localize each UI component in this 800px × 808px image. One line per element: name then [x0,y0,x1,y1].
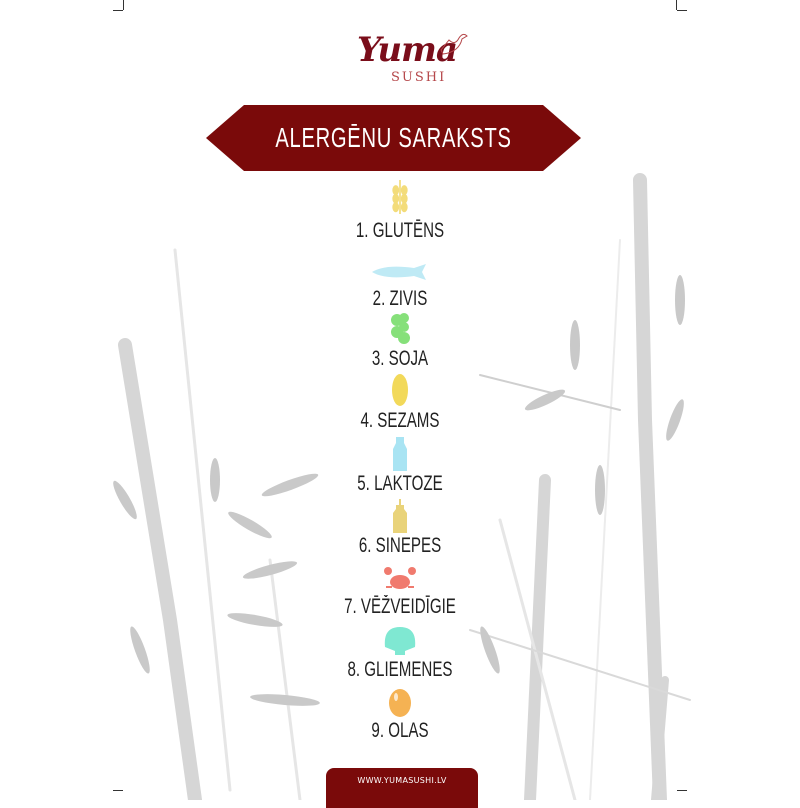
logo-subtitle: SUSHI [391,70,447,85]
allergen-item: 5. LAKTOZE [300,437,500,495]
website-link[interactable]: WWW.YUMASUSHI.LV [357,776,447,785]
allergen-label: 2. ZIVIS [372,287,428,310]
allergen-item: 3. SOJA [300,312,500,370]
crop-mark [676,0,677,10]
allergen-label: 5. LAKTOZE [357,472,443,495]
wheat-icon [392,180,408,214]
crab-icon [384,567,416,589]
crop-mark [113,10,123,11]
bird-icon [440,33,468,55]
soybean-icon [391,313,410,344]
footer-bar: WWW.YUMASUSHI.LV [326,768,478,808]
crop-mark [113,790,123,791]
allergen-item: 2. ZIVIS [300,262,500,310]
allergen-label: 9. OLAS [371,719,429,742]
crop-mark [677,790,687,791]
allergen-label: 6. SINEPES [358,534,442,557]
fish-icon [372,264,426,280]
allergen-item: 7. VĒŽVEIDĪGIE [300,566,500,618]
allergen-item: 4. SEZAMS [300,373,500,432]
milk-bottle-icon [393,437,407,471]
egg-icon [389,689,411,717]
allergen-label: 8. GLIEMENES [347,658,453,681]
allergen-label: 7. VĒŽVEIDĪGIE [344,595,456,618]
shell-icon [384,627,416,655]
page-title: ALERGĒNU SARAKSTS [275,122,512,153]
banner-shape [206,105,581,171]
allergen-item: 8. GLIEMENES [300,625,500,681]
allergen-label: 3. SOJA [371,347,429,370]
crop-mark [677,10,687,11]
crop-mark [123,0,124,10]
yuma-sushi-logo: Yuma SUSHI [355,30,475,90]
allergen-item: 9. OLAS [300,686,500,742]
allergen-label: 4. SEZAMS [360,409,440,432]
title-banner: ALERGĒNU SARAKSTS [206,105,581,171]
corn-icon [392,374,408,406]
allergen-label: 1. GLUTĒNS [355,219,445,242]
allergen-item: 1. GLUTĒNS [300,180,500,242]
allergen-item: 6. SINEPES [300,499,500,557]
mustard-bottle-icon [393,499,407,533]
